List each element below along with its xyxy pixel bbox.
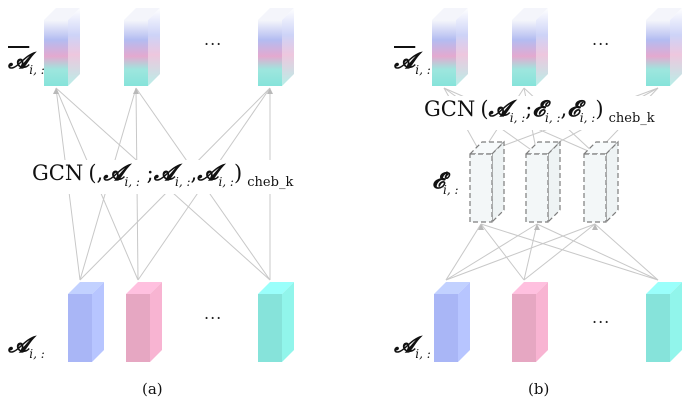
panel-b-mid-label: 𝓔ti, : (432, 168, 459, 197)
panel-b-input-block-2 (512, 282, 548, 362)
panel-b-output-block-2 (512, 8, 548, 86)
panel-b-input-block-3-side (670, 282, 682, 362)
panel-b-top-label: 𝓐i, : (394, 48, 431, 77)
panel-b-hidden-block-3-side (605, 140, 619, 224)
panel-b-output-block-3-side (670, 8, 682, 86)
panel-a-input-block-3-front (258, 294, 282, 362)
panel-b-input-block-1-side (458, 282, 470, 362)
panel-b-edge-bottom-0-mid-2 (445, 223, 596, 281)
panel-b-caption: (b) (528, 380, 550, 398)
panel-b-edge-bottom-1-mid-1 (523, 223, 538, 281)
panel-b-arrowhead-mid-1 (534, 224, 540, 230)
panel-a-output-block-2 (124, 8, 160, 86)
panel-b-output-block-3 (646, 8, 682, 86)
panel-b-hidden-block-1-top (468, 141, 506, 155)
panel-a-top-ellipsis: ... (204, 30, 223, 49)
panel-b-hidden-block-2-side (547, 140, 561, 224)
panel-a-arrowhead-1 (133, 88, 139, 94)
panel-a-top-label: 𝓐i, : (8, 48, 45, 77)
panel-a-input-block-3 (258, 282, 294, 362)
panel-b-input-block-1-front (434, 294, 458, 362)
panel-a-formula-bg (30, 160, 280, 194)
panel-a-input-block-2-front (126, 294, 150, 362)
panel-b-edge-bottom-1-mid-0 (480, 223, 525, 281)
panel-b-hidden-block-1-side (491, 140, 505, 224)
panel-a-arrowhead-2 (267, 88, 273, 94)
panel-a-output-block-1-side (68, 8, 80, 86)
panel-a-output-block-3-front (258, 20, 282, 86)
panel-a-output-block-1-front (44, 20, 68, 86)
panel-b-arrowhead-mid-2 (592, 224, 598, 230)
panel-b-edge-bottom-2-mid-1 (536, 223, 659, 281)
panel-b-hidden-block-1 (468, 140, 506, 224)
panel-b-output-block-2-side (536, 8, 548, 86)
panel-a-arrowhead-0 (53, 88, 59, 94)
panel-a-output-block-3-side (282, 8, 294, 86)
panel-b-hidden-block-2-front (525, 153, 549, 223)
panel-b-edge-bottom-0-mid-0 (445, 223, 482, 281)
panel-b-input-block-2-front (512, 294, 536, 362)
panel-b-hidden-block-2-top (524, 141, 562, 155)
panel-a-output-block-2-front (124, 20, 148, 86)
panel-b-gcn-formula: GCN (𝓐i, :;𝓔i, :,𝓔i, :) cheb_k (424, 96, 655, 126)
panel-b-top-ellipsis: ... (592, 30, 611, 49)
panel-a-input-block-3-side (282, 282, 294, 362)
panel-b-input-block-1 (434, 282, 470, 362)
panel-a-bottom-ellipsis: ... (204, 304, 223, 323)
panel-b-output-block-2-front (512, 20, 536, 86)
panel-b-formula-bg (422, 96, 674, 130)
panel-b-hidden-block-2 (524, 140, 562, 224)
panel-a-output-block-3 (258, 8, 294, 86)
panel-b-edge-bottom-2-mid-0 (480, 223, 659, 281)
panel-a-output-block-1 (44, 8, 80, 86)
panel-b-hidden-block-3 (582, 140, 620, 224)
panel-b-input-block-3-front (646, 294, 670, 362)
panel-b-output-block-1-front (432, 20, 456, 86)
panel-b-hidden-block-3-top (582, 141, 620, 155)
panel-b-hidden-block-3-front (583, 153, 607, 223)
nodes (44, 8, 682, 362)
panel-a-input-block-2-side (150, 282, 162, 362)
panel-a-input-block-1-front (68, 294, 92, 362)
panel-a-input-block-1 (68, 282, 104, 362)
panel-a-input-block-1-side (92, 282, 104, 362)
panel-b-hidden-block-1-front (469, 153, 493, 223)
panel-b-output-block-3-front (646, 20, 670, 86)
panel-b-arrowhead-mid-0 (478, 224, 484, 230)
panel-a-output-block-2-side (148, 8, 160, 86)
panel-a-gcn-formula: GCN (,𝓐i, : ;𝓐i, :,𝓐i, :) cheb_k (32, 160, 294, 190)
panel-b-output-block-1 (432, 8, 468, 86)
panel-a-caption: (a) (142, 380, 163, 398)
panel-b-bottom-ellipsis: ... (592, 308, 611, 327)
panel-b-edge-bottom-1-mid-2 (523, 223, 596, 281)
panel-b-input-block-3 (646, 282, 682, 362)
panel-b-edge-bottom-2-mid-2 (594, 223, 659, 281)
panel-b-edge-bottom-0-mid-1 (445, 223, 538, 281)
panel-b-output-block-1-side (456, 8, 468, 86)
panel-b-bottom-label: 𝓐i, : (394, 332, 431, 361)
panel-b-input-block-2-side (536, 282, 548, 362)
panel-a-input-block-2 (126, 282, 162, 362)
panel-a-bottom-label: 𝓐i, : (8, 332, 45, 361)
